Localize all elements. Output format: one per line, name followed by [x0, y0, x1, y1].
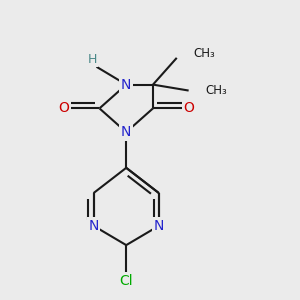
Text: H: H [87, 53, 97, 66]
Text: N: N [121, 125, 131, 139]
Text: N: N [121, 78, 131, 92]
Text: N: N [88, 219, 99, 233]
Text: O: O [58, 101, 69, 116]
Text: CH₃: CH₃ [193, 47, 215, 60]
Text: N: N [154, 219, 164, 233]
Text: Cl: Cl [119, 274, 133, 288]
Text: CH₃: CH₃ [205, 84, 227, 97]
Text: O: O [183, 101, 194, 116]
